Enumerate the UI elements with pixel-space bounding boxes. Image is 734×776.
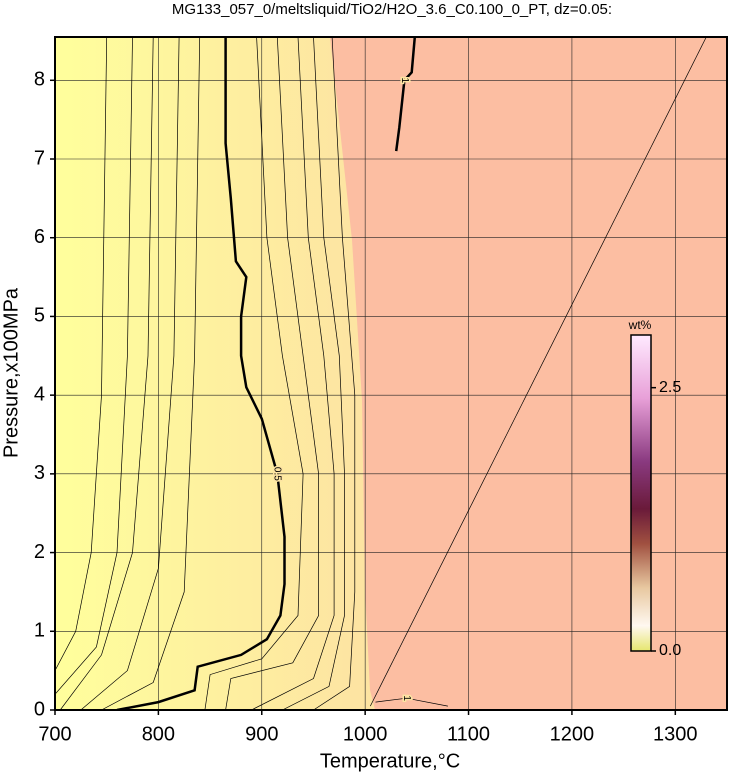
- contour-line: [80, 37, 180, 710]
- contours: 0.5 1 1: [55, 37, 707, 710]
- contour-label: 1: [401, 695, 412, 701]
- y-tick-label: 7: [34, 147, 45, 169]
- contour-line: [55, 37, 133, 695]
- colorbar-tick-label: 2.5: [659, 379, 681, 396]
- x-tick-label: 1200: [550, 723, 595, 745]
- plot-background: [55, 37, 727, 710]
- contour-line: [55, 37, 108, 671]
- colorbar-label: wt%: [628, 318, 652, 332]
- y-tick-label: 8: [34, 69, 45, 91]
- x-tick-label: 1000: [343, 723, 388, 745]
- contour-line: [251, 37, 335, 710]
- contour-line: [369, 37, 707, 707]
- y-tick-label: 4: [34, 383, 45, 405]
- plot-frame: [54, 36, 728, 711]
- contour-line: [116, 37, 286, 710]
- contour-line: [59, 37, 154, 710]
- y-axis-label: Pressure,x100MPa: [0, 287, 22, 458]
- contour-label: 0.5: [272, 467, 283, 481]
- y-tick-label: 6: [34, 226, 45, 248]
- y-tick-label: 5: [34, 305, 45, 327]
- contour-line: [282, 37, 345, 710]
- x-tick-label: 900: [245, 723, 278, 745]
- contour-line: [375, 697, 448, 707]
- y-tick-label: 0: [34, 698, 45, 720]
- contour-line: [394, 37, 417, 152]
- y-tick-label: 3: [34, 462, 45, 484]
- contour-line: [101, 37, 201, 710]
- x-tick-label: 800: [142, 723, 175, 745]
- x-tick-label: 1300: [653, 723, 698, 745]
- x-tick-label: 1100: [447, 723, 490, 745]
- colorbar: [630, 334, 652, 652]
- contour-line: [313, 37, 356, 710]
- contour-line: [204, 37, 304, 710]
- x-tick-label: 700: [38, 723, 71, 745]
- contour-line: [225, 37, 319, 710]
- y-tick-label: 1: [34, 620, 45, 642]
- x-axis-label: Temperature,°C: [320, 750, 460, 772]
- axes: 700 800 900 1000 1100 1200 1300 0 1 2 3 4 5 6 7 8 0.0 2.5: [34, 69, 698, 746]
- colorbar-tick-label: 0.0: [659, 642, 681, 659]
- contour-label: 1: [399, 78, 410, 84]
- y-tick-label: 2: [34, 541, 45, 563]
- chart-title: MG133_057_0/meltsliquid/TiO2/H2O_3.6_C0.…: [172, 1, 612, 18]
